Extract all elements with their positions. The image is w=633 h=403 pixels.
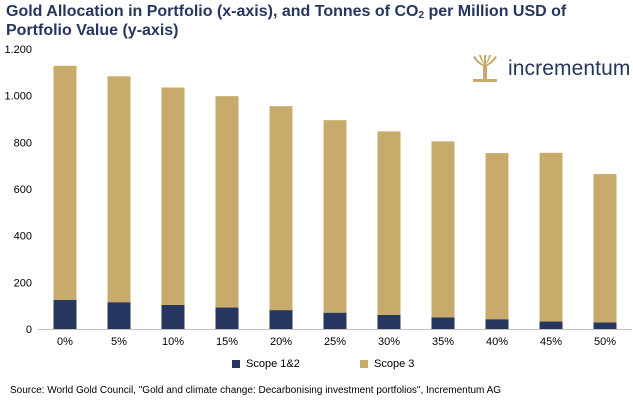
incrementum-logo: incrementum — [470, 54, 630, 84]
legend: Scope 1&2 Scope 3 — [0, 358, 633, 374]
legend-label-scope12: Scope 1&2 — [246, 358, 300, 370]
bar-scope12 — [215, 307, 239, 329]
tree-icon — [473, 55, 497, 82]
x-tick-label: 45% — [540, 336, 562, 348]
bar-scope12 — [485, 319, 509, 329]
x-tick-label: 30% — [378, 336, 400, 348]
bar-scope3 — [269, 106, 293, 311]
x-tick-label: 10% — [162, 336, 184, 348]
bar-scope3 — [161, 87, 185, 305]
y-tick-label: 1.200 — [4, 44, 32, 56]
legend-item-scope12: Scope 1&2 — [232, 358, 300, 370]
source-note: Source: World Gold Council, "Gold and cl… — [10, 385, 502, 396]
bar-scope12 — [323, 312, 347, 329]
bar-scope3 — [593, 174, 617, 323]
legend-item-scope3: Scope 3 — [360, 358, 414, 370]
x-tick-label: 40% — [486, 336, 508, 348]
bar-scope12 — [593, 322, 617, 329]
bar-scope12 — [53, 299, 77, 329]
bar-scope3 — [485, 153, 509, 320]
bar-scope3 — [539, 152, 563, 322]
y-axis: 0 200 400 600 800 1.000 1.200 — [4, 44, 32, 336]
x-tick-label: 15% — [216, 336, 238, 348]
x-tick-label: 50% — [594, 336, 616, 348]
bar-scope12 — [539, 321, 563, 329]
x-tick-label: 35% — [432, 336, 454, 348]
x-tick-label: 0% — [57, 336, 73, 348]
bar-scope12 — [161, 304, 185, 329]
y-tick-label: 200 — [14, 277, 32, 289]
x-tick-label: 25% — [324, 336, 346, 348]
legend-swatch-scope12 — [232, 360, 240, 368]
bar-scope12 — [269, 310, 293, 329]
bar-scope3 — [107, 76, 131, 303]
y-tick-label: 1.000 — [4, 91, 32, 103]
bar-scope3 — [53, 65, 77, 300]
chart-title: Gold Allocation in Portfolio (x-axis), a… — [6, 2, 606, 40]
bar-scope3 — [377, 131, 401, 315]
y-tick-label: 400 — [14, 231, 32, 243]
logo-text: incrementum — [508, 57, 631, 80]
bar-scope3 — [215, 96, 239, 308]
x-axis: 0% 5% 10% 15% 20% 25% 30% 35% 40% 45% 50% — [38, 329, 632, 348]
legend-swatch-scope3 — [360, 360, 368, 368]
bars — [53, 65, 617, 329]
bar-scope3 — [323, 120, 347, 313]
chart-title-subscript: 2 — [418, 10, 425, 21]
bar-scope12 — [431, 317, 455, 329]
chart-title-part1: Gold Allocation in Portfolio (x-axis), a… — [6, 3, 419, 20]
legend-label-scope3: Scope 3 — [374, 358, 415, 370]
chart-title-part2: per Million USD of Portfolio Value (y-ax… — [6, 3, 567, 39]
bar-scope12 — [377, 315, 401, 329]
y-tick-label: 0 — [26, 324, 32, 336]
bar-scope12 — [107, 302, 131, 329]
bar-scope3 — [431, 141, 455, 318]
x-tick-label: 5% — [111, 336, 127, 348]
y-tick-label: 800 — [14, 137, 32, 149]
y-tick-label: 600 — [14, 184, 32, 196]
x-tick-label: 20% — [270, 336, 292, 348]
